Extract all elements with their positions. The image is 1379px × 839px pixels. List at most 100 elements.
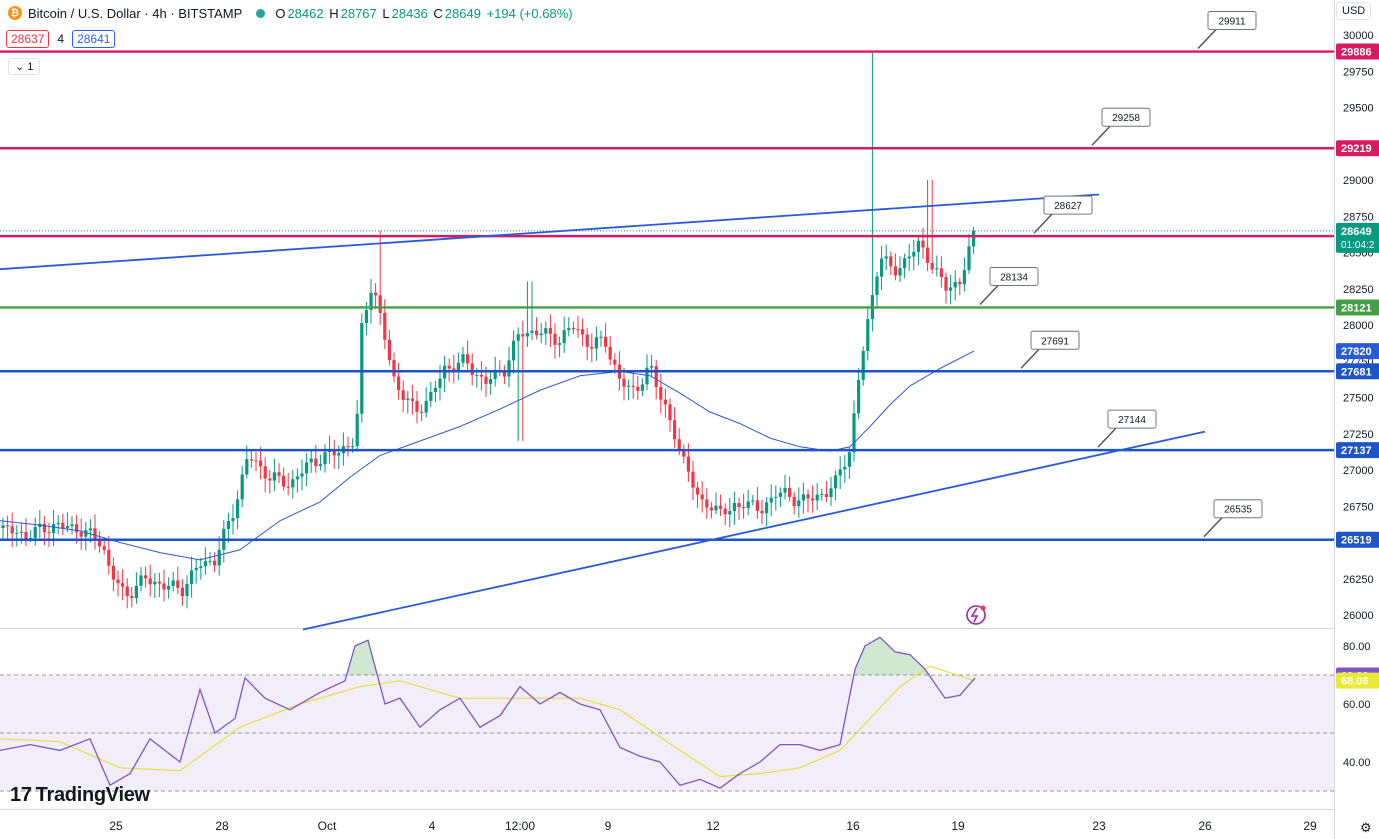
candle-body [121,583,125,587]
candle-body [314,458,318,467]
price-tick-label: 28000 [1343,320,1374,332]
candle-body [571,327,575,330]
callout-pointer [1033,213,1053,234]
time-tick-label: 16 [846,819,860,833]
candle-body [374,292,378,296]
candle-body [760,510,764,514]
rsi-pane [0,636,1334,792]
price-axis[interactable]: 2600026250265002675027000272502750027750… [1336,30,1379,769]
price-callout: 27144 [1097,409,1157,448]
candle-body [737,503,741,508]
candle-body [939,268,943,278]
candle-body [489,378,493,384]
candle-body [176,580,180,588]
price-tick-label: 30000 [1343,30,1374,42]
candle-body [111,565,115,580]
callout-box [1207,11,1257,31]
candle-body [185,583,189,597]
alert-icon[interactable] [966,605,986,625]
candle-body [309,458,313,463]
candle-body [783,487,787,493]
ma-badge-bg [1336,343,1379,360]
symbol-legend: ₿ Bitcoin / U.S. Dollar · 4h · BITSTAMP … [8,4,575,22]
price-callout: 28134 [979,266,1039,305]
callout-pointer [1197,29,1217,50]
price-callouts: 29911 29258 28627 28134 27691 27144 26535 [979,11,1263,538]
time-axis[interactable]: 25 28 Oct 4 12:00 9 12 16 19 23 26 29 [109,819,1317,833]
candle-body [645,367,649,385]
candle-body [493,370,497,379]
candle-body [84,530,88,537]
candle-body [139,575,143,586]
trendline [302,430,1206,631]
candle-body [958,281,962,285]
price-level-badge-bg [1336,140,1379,157]
time-tick-label: 12 [706,819,720,833]
candle-body [774,496,778,498]
candle-body [236,499,240,519]
callout-pointer [1091,125,1111,146]
candle-body [921,240,925,248]
candle-body [144,575,148,579]
candle-body [1,525,5,528]
candle-body [406,398,410,400]
candle-body [475,374,479,376]
price-tick-label: 27000 [1343,465,1374,477]
rsi-tick-label: 40.00 [1343,757,1371,769]
ma-badge: 27820 [1336,343,1379,360]
candle-body [728,511,732,515]
price-tick-label: 27250 [1343,429,1374,441]
candle-body [907,256,911,259]
price-level-badge-text: 28121 [1341,302,1372,314]
candle-body [820,494,824,496]
candle-body [447,365,451,369]
candle-body [521,334,525,337]
candle-body [824,494,828,497]
candle-body [714,505,718,511]
price-tick-label: 26750 [1343,501,1374,513]
candle-body [153,581,157,585]
symbol-title[interactable]: Bitcoin / U.S. Dollar · 4h · BITSTAMP [28,5,243,21]
candle-body [723,508,727,515]
candle-body [765,502,769,514]
candle-body [438,378,442,388]
candle-body [650,366,654,368]
candle-body [801,494,805,501]
indicators-count: 1 [27,61,34,73]
high-label: H [329,5,339,21]
candle-body [843,466,847,470]
sell-button[interactable]: 28637 [6,30,50,48]
ohlc-values: O 28462 H 28767 L 28436 C 28649 +194 (+0.68%… [275,6,574,21]
price-axis-border [1334,0,1335,839]
candle-body [705,499,709,508]
candle-body [732,503,736,512]
candle-body [199,566,203,569]
tradingview-logo[interactable]: 17 TradingView [10,784,150,807]
time-tick-label: 28 [215,819,229,833]
candle-body [102,546,106,550]
price-level-badge-bg [1336,43,1379,60]
gear-icon[interactable]: ⚙ [1360,820,1372,835]
candle-body [525,333,529,337]
candle-body [654,366,658,387]
candle-body [213,560,217,566]
candle-body [594,337,598,349]
candle-body [944,277,948,291]
candle-body [972,230,976,247]
candle-body [930,262,934,270]
buy-button[interactable]: 28641 [72,30,116,48]
callout-label: 29258 [1112,113,1140,124]
candle-body [691,471,695,488]
callout-pointer [979,284,999,305]
candle-body [134,585,138,598]
candle-body [953,281,957,288]
price-tick-label: 26000 [1343,610,1374,622]
indicators-toggle-button[interactable]: ⌄ 1 [8,58,41,75]
candle-body [429,392,433,401]
currency-button[interactable]: USD [1336,2,1372,20]
time-tick-label: Oct [318,819,337,833]
candle-body [157,581,161,584]
candle-body [98,539,102,547]
candle-body [576,329,580,331]
